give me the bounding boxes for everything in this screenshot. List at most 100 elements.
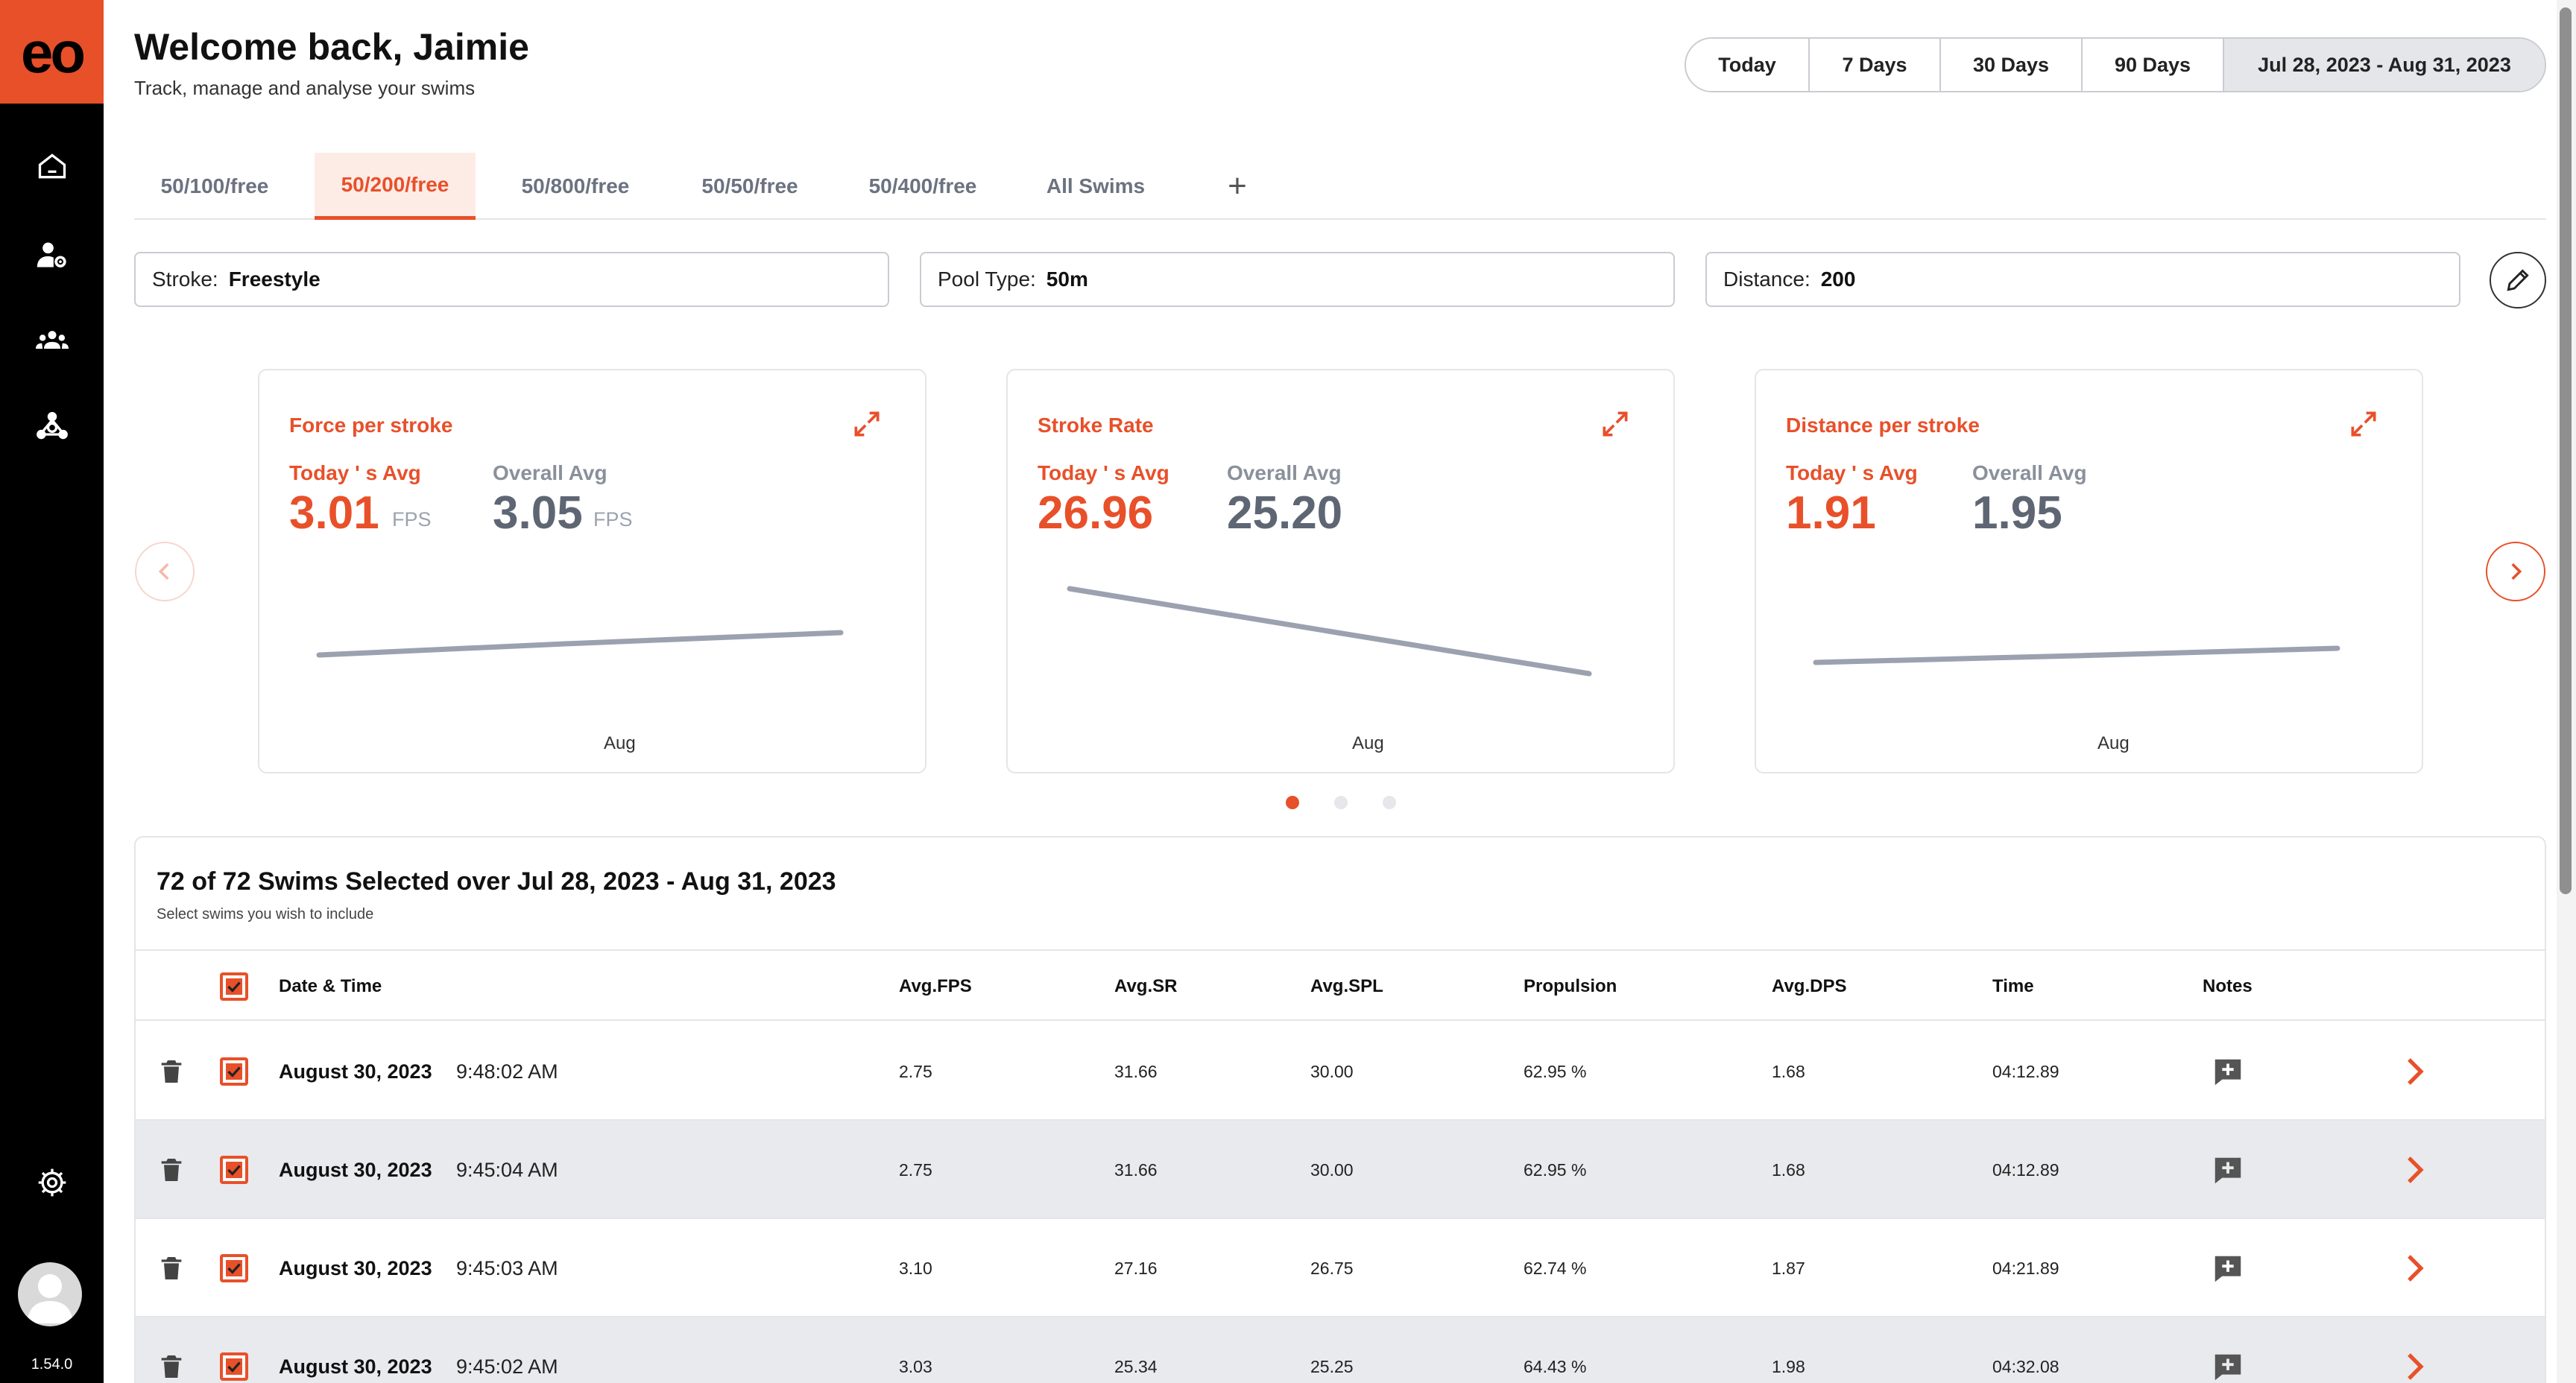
network-icon[interactable] xyxy=(30,404,75,449)
edit-filters-button[interactable] xyxy=(2490,252,2546,308)
page-title: Welcome back, Jaimie xyxy=(134,26,529,68)
swim-duration: 04:32.08 xyxy=(1992,1356,2059,1376)
column-avg-spl[interactable]: Avg.SPL xyxy=(1310,976,1383,996)
row-checkbox[interactable] xyxy=(220,1352,248,1381)
avg-sr: 27.16 xyxy=(1114,1258,1158,1278)
column-date-time[interactable]: Date & Time xyxy=(279,976,382,996)
swim-date: August 30, 2023 xyxy=(279,1060,432,1083)
range-7-days-button[interactable]: 7 Days xyxy=(1810,39,1941,91)
avatar[interactable] xyxy=(18,1262,82,1326)
swims-panel: 72 of 72 Swims Selected over Jul 28, 202… xyxy=(134,836,2546,1383)
row-checkbox[interactable] xyxy=(220,1057,248,1086)
add-note-icon[interactable] xyxy=(2211,1252,2245,1286)
tab-50-100-free[interactable]: 50/100/free xyxy=(160,174,269,197)
swim-date: August 30, 2023 xyxy=(279,1355,432,1378)
avg-fps: 3.03 xyxy=(899,1356,932,1376)
table-row[interactable]: August 30, 2023 9:45:02 AM 3.03 25.34 25… xyxy=(136,1317,2545,1383)
add-note-icon[interactable] xyxy=(2211,1055,2245,1089)
avg-dps: 1.87 xyxy=(1772,1258,1805,1278)
stroke-rate-trend-line xyxy=(1067,586,1592,677)
swim-duration: 04:12.89 xyxy=(1992,1159,2059,1180)
trash-icon[interactable] xyxy=(157,1252,186,1285)
expand-icon[interactable] xyxy=(1599,408,1632,440)
carousel-next-button[interactable] xyxy=(2486,542,2545,601)
avg-fps: 2.75 xyxy=(899,1061,932,1081)
chevron-right-icon xyxy=(2511,563,2522,580)
overall-avg-value: 3.05 xyxy=(493,487,583,539)
carousel-dot-1[interactable] xyxy=(1286,796,1299,809)
range-30-days-button[interactable]: 30 Days xyxy=(1941,39,2083,91)
carousel-prev-button[interactable] xyxy=(135,542,195,601)
range-90-days-button[interactable]: 90 Days xyxy=(2083,39,2224,91)
today-avg-unit: FPS xyxy=(392,508,432,531)
table-header: Date & Time Avg.FPS Avg.SR Avg.SPL Propu… xyxy=(136,949,2545,1021)
tab-50-400-free[interactable]: 50/400/free xyxy=(868,174,977,197)
tab-all-swims[interactable]: All Swims xyxy=(1046,174,1146,197)
column-time[interactable]: Time xyxy=(1992,976,2034,996)
add-note-icon[interactable] xyxy=(2211,1153,2245,1188)
table-row[interactable]: August 30, 2023 9:45:04 AM 2.75 31.66 30… xyxy=(136,1121,2545,1219)
swim-date: August 30, 2023 xyxy=(279,1256,432,1279)
gear-icon[interactable] xyxy=(30,1160,75,1205)
home-icon[interactable] xyxy=(30,144,75,189)
swim-set-tabs: 50/100/free 50/200/free 50/800/free 50/5… xyxy=(134,153,2546,220)
expand-icon[interactable] xyxy=(850,408,883,440)
today-avg-value: 26.96 xyxy=(1038,487,1154,539)
card-title: Distance per stroke xyxy=(1786,414,1980,437)
pencil-icon xyxy=(2507,269,2529,291)
avg-sr: 31.66 xyxy=(1114,1061,1158,1081)
trash-icon[interactable] xyxy=(157,1153,186,1186)
overall-avg-value: 1.95 xyxy=(1972,487,2062,539)
overall-avg-value: 25.20 xyxy=(1227,487,1343,539)
propulsion: 64.43 % xyxy=(1524,1356,1587,1376)
page-scrollbar-thumb[interactable] xyxy=(2560,7,2572,894)
pool-type-filter[interactable]: Pool Type: 50m xyxy=(920,252,1675,307)
team-icon[interactable] xyxy=(30,318,75,363)
range-today-button[interactable]: Today xyxy=(1686,39,1810,91)
avg-spl: 25.25 xyxy=(1310,1356,1354,1376)
chevron-right-icon[interactable] xyxy=(2397,1250,2433,1286)
table-row[interactable]: August 30, 2023 9:45:03 AM 3.10 27.16 26… xyxy=(136,1219,2545,1317)
pool-type-filter-value: 50m xyxy=(1046,268,1088,291)
table-row[interactable]: August 30, 2023 9:48:02 AM 2.75 31.66 30… xyxy=(136,1022,2545,1121)
add-note-icon[interactable] xyxy=(2211,1350,2245,1383)
swim-time: 9:48:02 AM xyxy=(456,1060,558,1083)
metric-card-force: Force per stroke Today ' s Avg Overall A… xyxy=(258,369,926,773)
add-tab-button[interactable]: + xyxy=(1228,168,1247,204)
column-avg-sr[interactable]: Avg.SR xyxy=(1114,976,1178,996)
distance-filter[interactable]: Distance: 200 xyxy=(1705,252,2460,307)
app-logo[interactable]: eo xyxy=(0,0,104,104)
force-trend-line xyxy=(316,630,844,658)
range-custom-button[interactable]: Jul 28, 2023 - Aug 31, 2023 xyxy=(2224,39,2545,91)
tab-50-200-free[interactable]: 50/200/free xyxy=(315,153,476,220)
trash-icon[interactable] xyxy=(157,1350,186,1383)
overall-avg-unit: FPS xyxy=(593,508,633,531)
trash-icon[interactable] xyxy=(157,1055,186,1088)
row-checkbox[interactable] xyxy=(220,1156,248,1184)
carousel-dot-2[interactable] xyxy=(1334,796,1348,809)
expand-icon[interactable] xyxy=(2347,408,2380,440)
stroke-filter[interactable]: Stroke: Freestyle xyxy=(134,252,889,307)
avg-dps: 1.68 xyxy=(1772,1159,1805,1180)
stroke-filter-value: Freestyle xyxy=(228,268,321,291)
user-settings-icon[interactable] xyxy=(30,232,75,277)
swim-date: August 30, 2023 xyxy=(279,1158,432,1181)
today-avg-label: Today ' s Avg xyxy=(289,461,421,484)
swim-time: 9:45:02 AM xyxy=(456,1355,558,1378)
tab-50-50-free[interactable]: 50/50/free xyxy=(701,174,798,197)
swims-subtitle: Select swims you wish to include xyxy=(157,906,374,922)
today-avg-value: 3.01 xyxy=(289,487,379,539)
column-propulsion[interactable]: Propulsion xyxy=(1524,976,1617,996)
column-avg-dps[interactable]: Avg.DPS xyxy=(1772,976,1847,996)
select-all-checkbox[interactable] xyxy=(220,972,248,1001)
avg-fps: 2.75 xyxy=(899,1159,932,1180)
row-checkbox[interactable] xyxy=(220,1254,248,1282)
chevron-right-icon[interactable] xyxy=(2397,1349,2433,1383)
stroke-filter-label: Stroke: xyxy=(152,268,218,291)
carousel-dot-3[interactable] xyxy=(1383,796,1396,809)
column-avg-fps[interactable]: Avg.FPS xyxy=(899,976,972,996)
tab-50-800-free[interactable]: 50/800/free xyxy=(521,174,630,197)
x-axis-label: Aug xyxy=(604,733,636,753)
chevron-right-icon[interactable] xyxy=(2397,1152,2433,1188)
chevron-right-icon[interactable] xyxy=(2397,1054,2433,1089)
